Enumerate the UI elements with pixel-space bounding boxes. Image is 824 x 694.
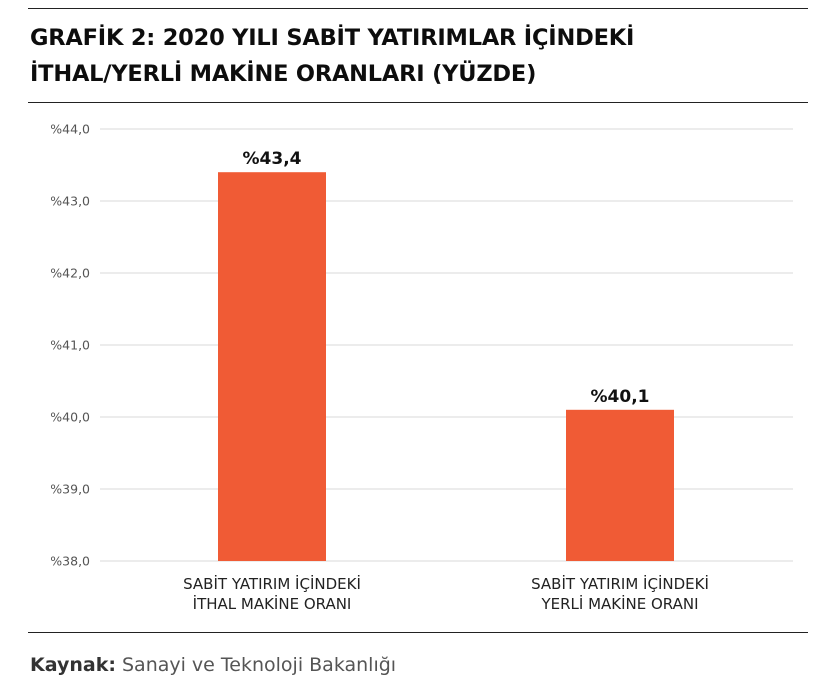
y-tick-label: %42,0 (50, 266, 90, 281)
y-tick-label: %43,0 (50, 194, 90, 209)
source-label: Kaynak: (30, 654, 116, 676)
y-tick-label: %38,0 (50, 554, 90, 569)
y-tick-label: %40,0 (50, 410, 90, 425)
chart-title-line-2: İTHAL/YERLİ MAKİNE ORANLARI (YÜZDE) (30, 61, 537, 87)
data-label: %43,4 (243, 149, 302, 169)
bar (218, 172, 326, 561)
y-tick-label: %41,0 (50, 338, 90, 353)
bar (566, 409, 674, 561)
y-tick-label: %39,0 (50, 482, 90, 497)
bottom-rule (28, 632, 808, 633)
top-rule (28, 8, 808, 9)
bar-chart: %44,0 %43,0 %42,0 %41,0 %40,0 %39,0 %38,0 %43,4… (50, 122, 793, 613)
chart-title-line-1: GRAFİK 2: 2020 YILI SABİT YATIRIMLAR İÇİ… (30, 25, 635, 51)
title-divider (28, 102, 808, 103)
source-text: Sanayi ve Teknoloji Bakanlığı (121, 654, 397, 676)
x-category-label: YERLİ MAKİNE ORANI (540, 594, 698, 613)
source-note: Kaynak: Sanayi ve Teknoloji Bakanlığı (30, 654, 396, 676)
chart-title: GRAFİK 2: 2020 YILI SABİT YATIRIMLAR İÇİ… (30, 20, 800, 92)
y-tick-label: %44,0 (50, 122, 90, 137)
x-category-label: SABİT YATIRIM İÇİNDEKİ (531, 574, 709, 593)
x-category-label: SABİT YATIRIM İÇİNDEKİ (183, 574, 361, 593)
x-category-label: İTHAL MAKİNE ORANI (193, 594, 352, 613)
data-label: %40,1 (591, 387, 650, 407)
